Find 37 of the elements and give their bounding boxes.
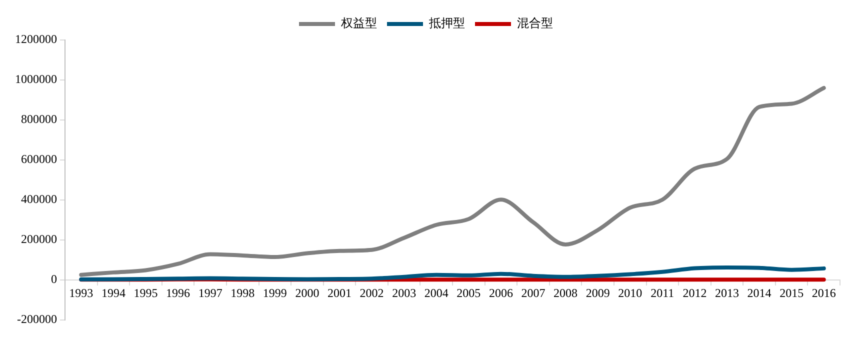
legend-label: 权益型 [340,16,377,30]
x-tick-label: 2016 [812,286,836,300]
y-tick-label: 0 [51,272,57,286]
x-tick-label: 2001 [327,286,352,300]
x-tick-label: 2006 [488,286,513,300]
x-tick-label: 1996 [166,286,190,300]
x-tick-label: 1998 [230,286,255,300]
x-tick-label: 2009 [586,286,610,300]
x-tick-label: 2005 [456,286,481,300]
x-tick-label: 2011 [650,286,674,300]
y-tick-label: 600000 [21,152,57,166]
x-tick-label: 2008 [554,286,578,300]
y-tick-label: 1200000 [15,32,57,46]
x-tick-label: 2002 [360,286,384,300]
line-series [79,265,826,282]
x-tick-label: 1995 [134,286,158,300]
y-tick-label: -200000 [17,312,57,326]
x-tick-label: 1994 [101,286,126,300]
x-tick-label: 2014 [747,286,772,300]
line-series [79,86,826,277]
x-tick-label: 2010 [618,286,642,300]
x-tick-label: 2003 [392,286,416,300]
x-tick-label: 2000 [295,286,320,300]
x-tick-label: 2013 [714,286,739,300]
x-tick-label: 1999 [262,286,287,300]
x-tick-label: 2012 [682,286,707,300]
y-tick-label: 1000000 [15,72,57,86]
x-tick-label: 2015 [780,286,804,300]
legend-label: 混合型 [517,16,553,30]
x-tick-label: 2004 [424,286,448,300]
y-tick-label: 200000 [21,232,57,246]
x-tick-label: 1993 [69,286,94,300]
y-tick-label: 400000 [21,192,57,206]
x-tick-label: 2007 [521,286,546,300]
legend-label: 抵押型 [428,16,465,30]
x-tick-label: 1997 [198,286,222,300]
y-tick-label: 800000 [21,112,57,126]
